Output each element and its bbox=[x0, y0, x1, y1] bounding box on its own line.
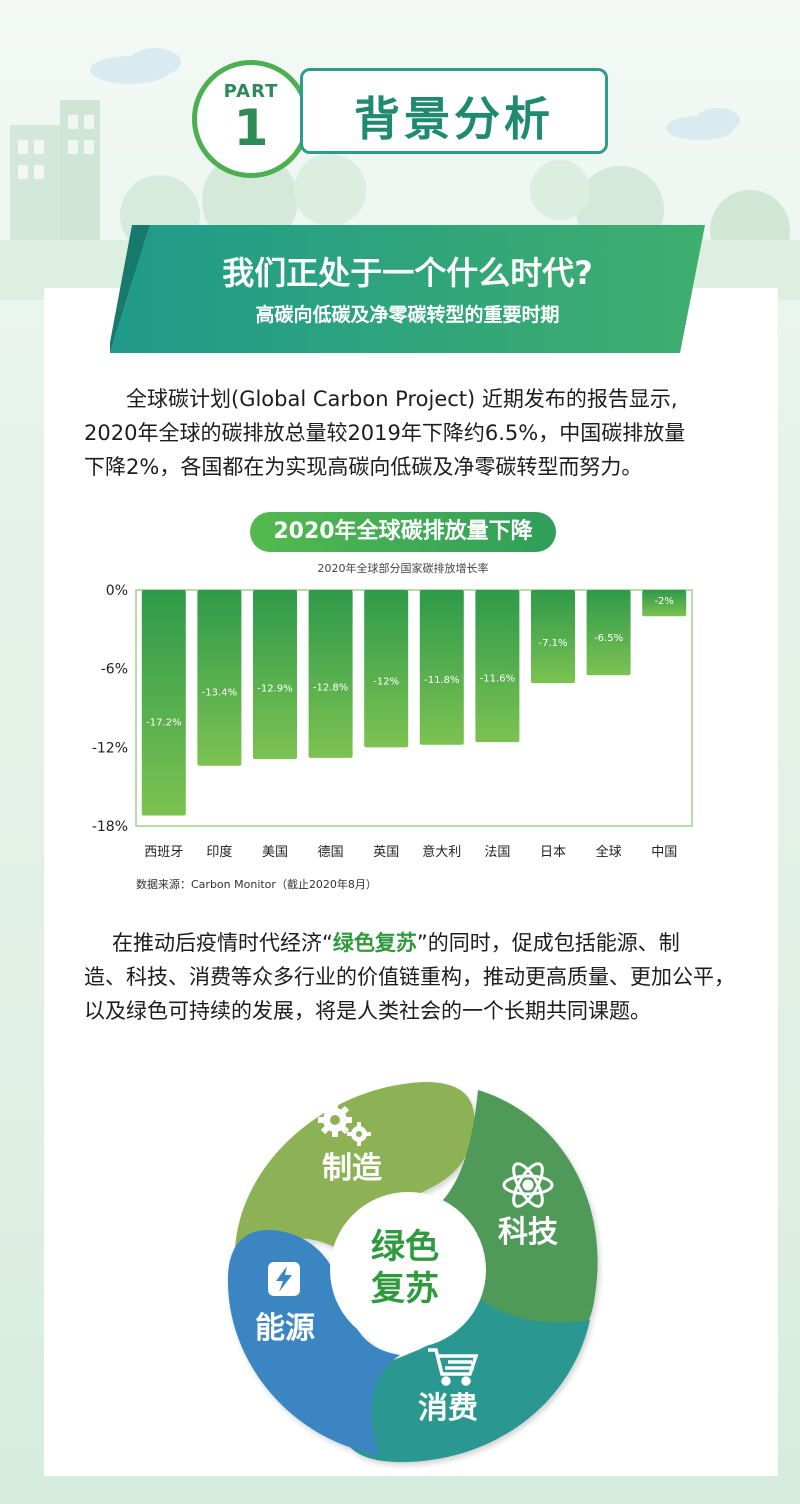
bar bbox=[308, 590, 353, 758]
intro-line-2: 2020年全球的碳排放总量较2019年下降约6.5%，中国碳排放量 bbox=[84, 421, 686, 445]
bar-value-label: -2% bbox=[654, 596, 673, 607]
wheel-center-line-1: 绿色 bbox=[371, 1227, 439, 1267]
gears-icon bbox=[318, 1103, 371, 1146]
wheel-segment-consumption bbox=[341, 1290, 590, 1463]
bar bbox=[642, 590, 687, 617]
y-tick-label: 0% bbox=[106, 583, 128, 599]
chart-subtitle: 2020年全球部分国家碳排放增长率 bbox=[317, 562, 489, 575]
lightning-icon bbox=[268, 1262, 300, 1296]
atom-icon bbox=[502, 1162, 554, 1208]
bar-value-label: -13.4% bbox=[202, 687, 237, 698]
y-tick-label: -6% bbox=[101, 662, 128, 678]
bar-value-label: -6.5% bbox=[594, 633, 623, 644]
wheel-label-technology: 科技 bbox=[498, 1215, 558, 1250]
emissions-bar-chart: 0% -6% -12% -18% -17.2% 西班牙 -13.4% 印度 -12.9% 美国 -1… bbox=[92, 583, 693, 860]
recovery-line-1-post: ”的同时，促成包括能源、制 bbox=[416, 931, 680, 955]
bar bbox=[586, 590, 631, 676]
plot-frame bbox=[135, 589, 693, 827]
category-label: 西班牙 bbox=[144, 845, 183, 860]
bar bbox=[531, 590, 575, 684]
wheel-label-energy: 能源 bbox=[255, 1311, 315, 1346]
wheel-label-manufacturing: 制造 bbox=[322, 1151, 382, 1186]
cart-icon bbox=[428, 1348, 479, 1386]
y-tick-label: -12% bbox=[92, 740, 128, 756]
category-label: 美国 bbox=[262, 845, 288, 860]
wheel-center-line-2: 复苏 bbox=[371, 1269, 439, 1309]
chart-source: 数据来源：Carbon Monitor（截止2020年8月） bbox=[136, 878, 377, 891]
wheel-segment-manufacturing bbox=[235, 1082, 475, 1255]
category-label: 德国 bbox=[318, 845, 344, 860]
section-title-box: 背景分析 bbox=[300, 68, 608, 154]
part-label: PART bbox=[223, 81, 279, 102]
bar bbox=[475, 590, 520, 743]
section-title: 背景分析 bbox=[354, 92, 554, 146]
part-number: 1 bbox=[233, 99, 269, 157]
bar bbox=[197, 590, 242, 766]
question-banner bbox=[110, 225, 705, 353]
wheel-center bbox=[330, 1192, 486, 1348]
recovery-line-3: 以及绿色可持续的发展，将是人类社会的一个长期共同课题。 bbox=[84, 999, 651, 1023]
bar-value-label: -11.6% bbox=[480, 673, 515, 684]
recovery-line-1: 在推动后疫情时代经济“绿色复苏”的同时，促成包括能源、制 bbox=[84, 926, 744, 960]
recovery-highlight: 绿色复苏 bbox=[332, 931, 417, 955]
category-label: 意大利 bbox=[422, 844, 461, 860]
recovery-paragraph: 在推动后疫情时代经济“绿色复苏”的同时，促成包括能源、制 造、科技、消费等众多行… bbox=[84, 926, 744, 1028]
intro-paragraph: 全球碳计划(Global Carbon Project) 近期发布的报告显示, … bbox=[84, 382, 744, 484]
bar-value-label: -7.1% bbox=[538, 638, 567, 649]
bar-value-label: -12% bbox=[373, 676, 399, 687]
recovery-line-2: 造、科技、消费等众多行业的价值链重构，推动更高质量、更加公平， bbox=[84, 965, 735, 989]
bar bbox=[364, 590, 409, 748]
bar-value-label: -17.2% bbox=[146, 717, 181, 728]
banner-title: 我们正处于一个什么时代? bbox=[222, 254, 593, 292]
wheel-label-consumption: 消费 bbox=[418, 1391, 478, 1426]
intro-line-3: 下降2%，各国都在为实现高碳向低碳及净零碳转型而努力。 bbox=[84, 455, 643, 479]
category-label: 英国 bbox=[373, 845, 399, 860]
y-tick-label: -18% bbox=[92, 819, 128, 835]
category-label: 中国 bbox=[651, 845, 677, 860]
bar bbox=[419, 590, 464, 745]
bar bbox=[253, 590, 297, 760]
category-label: 法国 bbox=[484, 845, 510, 860]
bar-value-label: -12.9% bbox=[257, 683, 292, 694]
category-label: 印度 bbox=[206, 844, 232, 860]
bar bbox=[141, 590, 186, 816]
bar-value-label: -12.8% bbox=[313, 683, 348, 694]
chart-title: 2020年全球碳排放量下降 bbox=[250, 512, 556, 552]
wheel-segment-technology bbox=[425, 1090, 598, 1347]
bar-value-label: -11.8% bbox=[424, 675, 459, 686]
category-label: 日本 bbox=[540, 845, 566, 860]
intro-line-1: 全球碳计划(Global Carbon Project) 近期发布的报告显示, bbox=[126, 387, 678, 411]
recovery-line-1-pre: 在推动后疫情时代经济“ bbox=[112, 931, 333, 955]
banner-subtitle: 高碳向低碳及净零碳转型的重要时期 bbox=[255, 304, 560, 326]
category-label: 全球 bbox=[596, 844, 622, 860]
